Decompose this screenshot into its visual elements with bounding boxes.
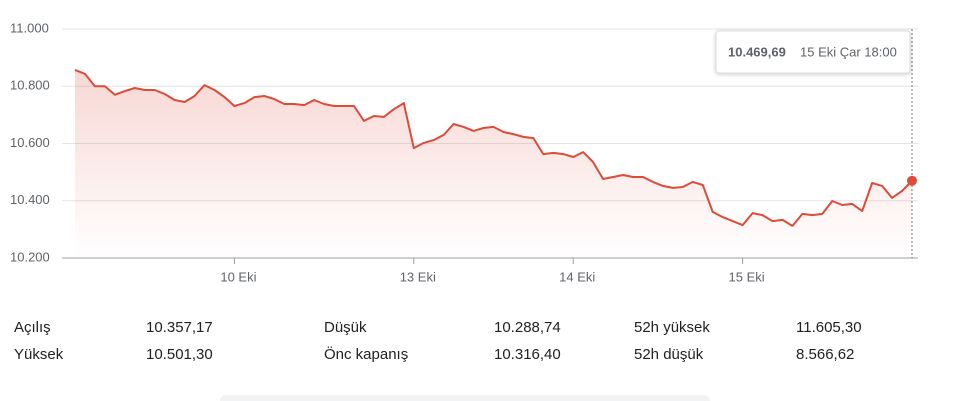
y-tick-label: 10.400 bbox=[10, 192, 50, 207]
stat-value: 10.357,17 bbox=[146, 319, 213, 336]
stat-label: Düşük bbox=[324, 319, 367, 336]
x-tick-label: 13 Eki bbox=[400, 269, 436, 284]
stat-value: 10.288,74 bbox=[494, 319, 561, 336]
tooltip-value: 10.469,69 bbox=[728, 44, 786, 59]
stat-label: 52h düşük bbox=[634, 346, 704, 363]
plot: 11.000 10.800 10.600 10.400 10.200 10 Eki 13 E… bbox=[10, 20, 918, 284]
x-tick-label: 15 Eki bbox=[729, 269, 765, 284]
area bbox=[75, 69, 912, 259]
stat-label: Önc kapanış bbox=[324, 345, 408, 363]
stat-label: Açılış bbox=[14, 319, 51, 336]
y-tick-label: 10.200 bbox=[10, 249, 50, 264]
stat-value: 8.566,62 bbox=[796, 346, 854, 363]
tooltip-box bbox=[715, 30, 911, 74]
x-tick-label: 14 Eki bbox=[559, 269, 595, 284]
y-tick-label: 11.000 bbox=[10, 20, 49, 35]
stat-value: 11.605,30 bbox=[796, 319, 862, 336]
tooltip: 10.469,69 15 Eki Çar 18:00 bbox=[715, 30, 911, 74]
stat-value: 10.316,40 bbox=[494, 346, 561, 363]
search-bar-edge bbox=[220, 395, 710, 401]
price-line bbox=[74, 68, 913, 227]
x-tick-label: 10 Eki bbox=[220, 269, 256, 284]
y-tick-label: 10.800 bbox=[10, 78, 50, 93]
tooltip-time: 15 Eki Çar 18:00 bbox=[800, 44, 897, 59]
hover-point bbox=[907, 175, 917, 186]
stat-value: 10.501,30 bbox=[146, 346, 213, 363]
stat-label: 52h yüksek bbox=[634, 319, 710, 336]
y-tick-label: 10.600 bbox=[10, 135, 50, 150]
stat-label: Yüksek bbox=[14, 346, 64, 363]
